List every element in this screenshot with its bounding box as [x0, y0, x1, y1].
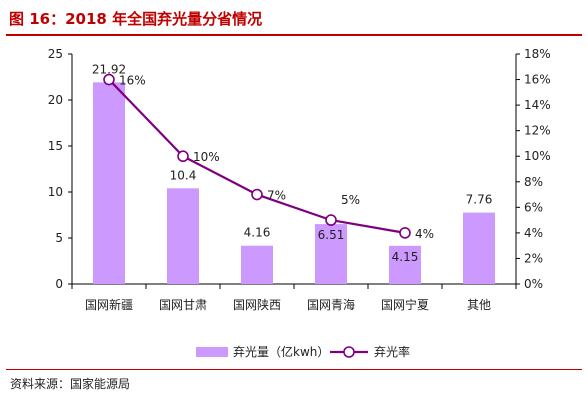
- rate-value-label: 5%: [341, 193, 360, 207]
- rate-point: [177, 150, 189, 163]
- y2-tick-label: 16%: [524, 73, 551, 87]
- y2-tick-label: 6%: [524, 200, 543, 214]
- rate-line: [103, 73, 411, 239]
- y2-tick-label: 0%: [524, 277, 543, 291]
- y-tick-label: 0: [55, 277, 63, 291]
- x-tick-label: 国网陕西: [233, 297, 281, 312]
- bar: [241, 245, 273, 284]
- legend-line-label: 弃光率: [374, 344, 410, 359]
- rate-point: [103, 73, 115, 86]
- title-rule: [6, 34, 582, 36]
- legend-bar-label: 弃光量（亿kwh）: [233, 344, 329, 359]
- legend-line-marker: [343, 346, 355, 358]
- y-tick-label: 15: [48, 139, 63, 153]
- rate-value-label: 10%: [193, 150, 220, 164]
- y2-tick-label: 2%: [524, 251, 543, 265]
- bars: [93, 82, 495, 284]
- x-tick-label: 国网甘肃: [159, 298, 207, 312]
- legend: 弃光量（亿kwh） 弃光率: [196, 344, 410, 359]
- x-tick-label: 国网新疆: [85, 297, 133, 312]
- y-tick-label: 10: [48, 185, 63, 199]
- rate-point: [325, 214, 337, 226]
- rate-value-label: 7%: [267, 189, 286, 203]
- y-tick-label: 25: [48, 47, 63, 61]
- y2-tick-label: 8%: [524, 175, 543, 189]
- bar-value-label: 21.92: [92, 62, 126, 76]
- x-tick-label: 国网青海: [307, 297, 355, 312]
- y2-tick-label: 18%: [524, 47, 551, 61]
- y2-tick-label: 12%: [524, 124, 551, 138]
- y2-tick-label: 4%: [524, 226, 543, 240]
- bar-value-label: 4.16: [244, 226, 271, 240]
- legend-bar-swatch: [196, 347, 228, 357]
- source-note: 资料来源：国家能源局: [10, 377, 131, 391]
- bar-value-label: 10.4: [170, 168, 197, 182]
- x-tick-label: 国网宁夏: [381, 297, 429, 312]
- data-labels: 21.92 10.4 4.16 6.51 4.15 7.76 16% 10% 7% 5% 4%: [92, 62, 493, 263]
- bar: [93, 82, 125, 284]
- bar-value-label: 4.15: [392, 250, 419, 264]
- bar: [463, 212, 495, 284]
- rate-point: [251, 188, 263, 201]
- y-tick-label: 5: [55, 231, 63, 245]
- rate-value-label: 4%: [415, 227, 434, 241]
- source-rule: [6, 369, 582, 370]
- bar-value-label: 6.51: [318, 228, 345, 242]
- rate-point: [399, 227, 411, 239]
- bar-value-label: 7.76: [466, 193, 493, 207]
- y2-tick-label: 14%: [524, 98, 551, 112]
- figure-title: 图 16：2018 年全国弃光量分省情况: [9, 10, 263, 28]
- y-tick-label: 20: [48, 93, 63, 107]
- bar: [315, 224, 347, 284]
- bar: [167, 188, 199, 284]
- bar: [389, 245, 421, 284]
- y2-tick-label: 10%: [524, 149, 551, 163]
- axes: 0 5 10 15 20 25 0% 2% 4% 6% 8% 10% 12% 14% 16% 18% 国网新疆 国…: [48, 47, 551, 312]
- rate-value-label: 16%: [119, 74, 146, 88]
- x-tick-label: 其他: [467, 298, 491, 312]
- rate-series-line: [108, 78, 406, 234]
